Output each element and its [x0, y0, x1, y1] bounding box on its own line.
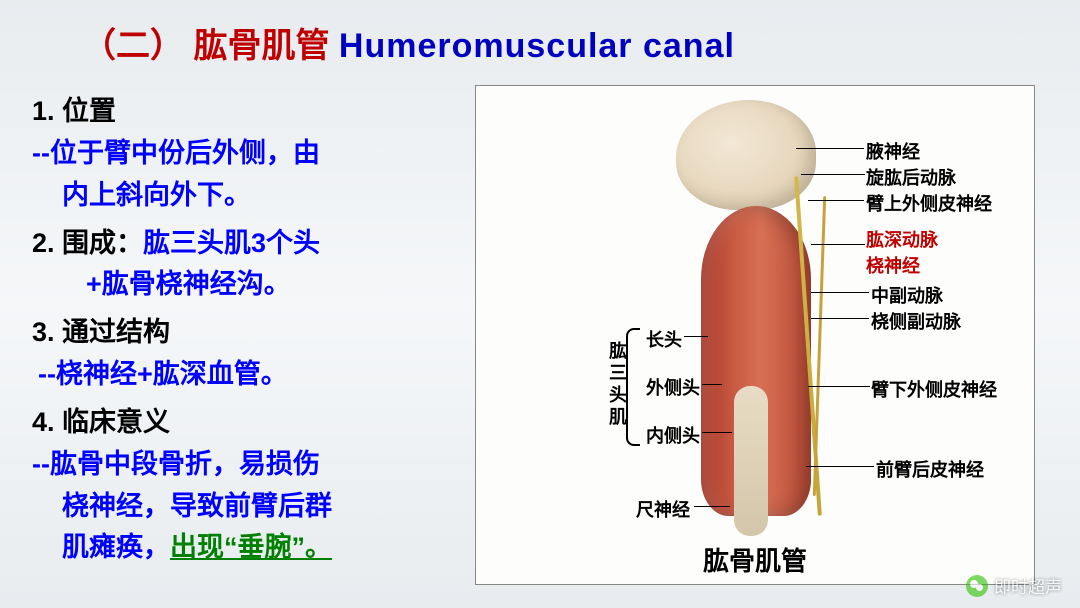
content-row: 1. 位置 --位于臂中份后外侧，由 内上斜向外下。 2. 围成：肱三头肌3个头… — [32, 85, 1048, 585]
section-1-head: 1. 位置 — [32, 91, 452, 133]
watermark-text: 即时超声 — [994, 573, 1062, 598]
section-4-green: 出现“垂腕”。 — [170, 532, 332, 562]
label-deep-brachial-a: 肱深动脉 — [866, 226, 938, 252]
section-3-line-1: --桡神经+肱深血管。 — [38, 354, 452, 396]
section-2-blue: 肱三头肌3个头 — [143, 228, 320, 258]
tendon-shape — [734, 386, 768, 536]
bracket-icon — [626, 328, 640, 446]
section-4-line-3a: 肌瘫痪， — [62, 532, 170, 562]
lead-mh — [702, 432, 732, 433]
label-mid-collateral-a: 中副动脉 — [871, 282, 943, 308]
slide-title: （二） 肱骨肌管 Humeromuscular canal — [82, 18, 1048, 67]
lead-dba — [811, 244, 865, 245]
title-prefix: （二） — [82, 27, 184, 65]
anatomy-figure: 腋神经 旋肱后动脉 臂上外侧皮神经 肱深动脉 桡神经 中副动脉 桡侧副动脉 臂下… — [475, 85, 1035, 585]
lead-ulc — [808, 200, 864, 201]
label-lateral-head: 外侧头 — [646, 374, 700, 400]
lead-pfc — [806, 466, 874, 467]
lead-llc — [808, 386, 870, 387]
section-4-line-1: --肱骨中段骨折，易损伤 — [32, 444, 452, 486]
watermark: 即时超声 — [966, 573, 1062, 598]
text-column: 1. 位置 --位于臂中份后外侧，由 内上斜向外下。 2. 围成：肱三头肌3个头… — [32, 85, 452, 585]
figure-caption: 肱骨肌管 — [476, 541, 1034, 578]
slide: （二） 肱骨肌管 Humeromuscular canal 1. 位置 --位于… — [0, 0, 1080, 608]
lead-ulnar — [694, 506, 730, 507]
section-1-line-1: --位于臂中份后外侧，由 — [32, 133, 452, 175]
lead-lh — [684, 336, 708, 337]
section-4-head: 4. 临床意义 — [32, 402, 452, 444]
label-lower-lat-cut-n: 臂下外侧皮神经 — [871, 376, 997, 402]
section-2-head-label: 2. 围成： — [32, 228, 143, 258]
label-axillary-nerve: 腋神经 — [866, 138, 920, 164]
label-post-forearm-cut-n: 前臂后皮神经 — [876, 456, 984, 482]
section-4-line-3: 肌瘫痪，出现“垂腕”。 — [32, 527, 452, 569]
section-4-line-2: 桡神经，导致前臂后群 — [32, 486, 452, 528]
label-post-circ-humeral-a: 旋肱后动脉 — [866, 164, 956, 190]
wechat-icon — [966, 575, 988, 597]
lead-lath — [702, 384, 722, 385]
lead-pch — [801, 174, 865, 175]
section-2-head: 2. 围成：肱三头肌3个头 — [32, 223, 452, 265]
section-2-line-2: +肱骨桡神经沟。 — [32, 264, 452, 306]
title-cn: 肱骨肌管 — [193, 27, 329, 65]
label-upper-lat-cut-n: 臂上外侧皮神经 — [866, 190, 992, 216]
section-3-head: 3. 通过结构 — [32, 312, 452, 354]
label-medial-head: 内侧头 — [646, 422, 700, 448]
label-long-head: 长头 — [646, 326, 682, 352]
lead-axillary — [796, 148, 864, 149]
nerve-line-2 — [813, 196, 826, 496]
label-ulnar-n: 尺神经 — [636, 496, 690, 522]
lead-rca — [811, 318, 869, 319]
label-radial-collateral-a: 桡侧副动脉 — [871, 308, 961, 334]
title-en: Humeromuscular canal — [339, 27, 735, 65]
figure-column: 腋神经 旋肱后动脉 臂上外侧皮神经 肱深动脉 桡神经 中副动脉 桡侧副动脉 臂下… — [462, 85, 1048, 585]
label-radial-n: 桡神经 — [866, 252, 920, 278]
lead-mca — [811, 292, 869, 293]
section-1-line-2: 内上斜向外下。 — [32, 175, 452, 217]
